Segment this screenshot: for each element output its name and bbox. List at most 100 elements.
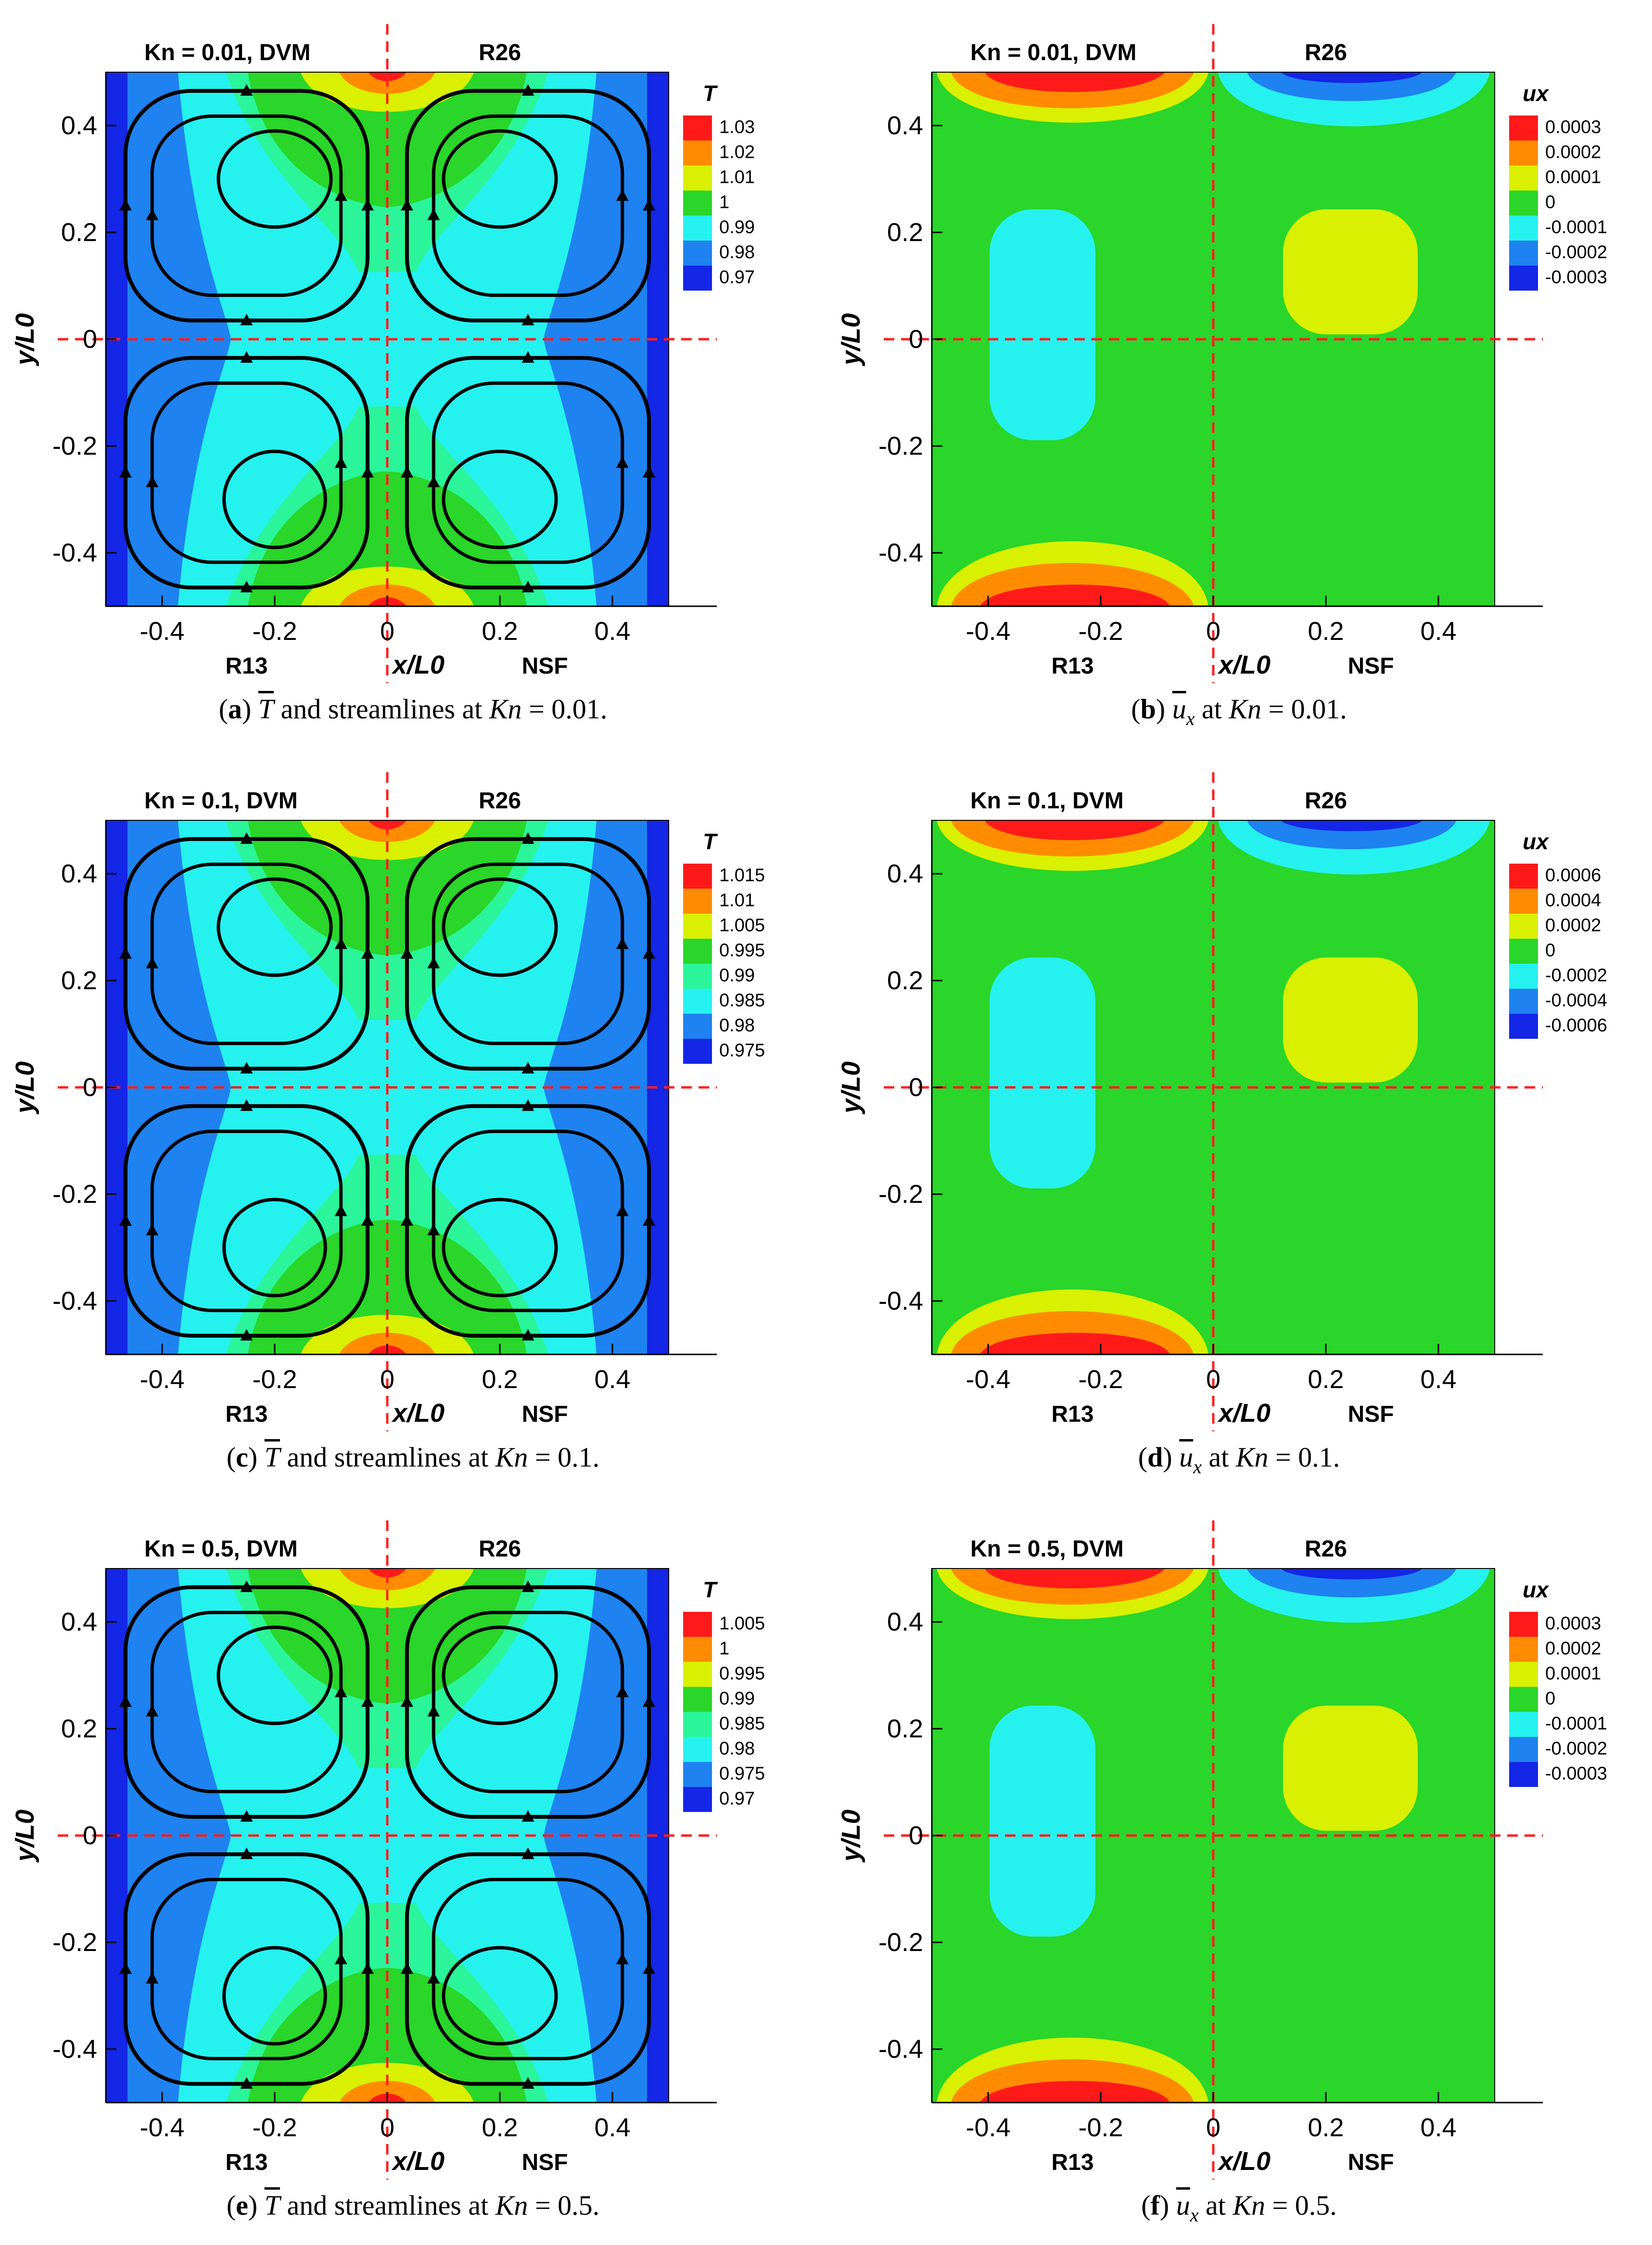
- panel-caption: (d) ux at Kn = 0.1.: [826, 1441, 1652, 1478]
- streamline-arrow-icon: [521, 832, 534, 844]
- legend-swatch: [1509, 964, 1538, 989]
- caption-kn: Kn: [1233, 2190, 1266, 2221]
- contour-deepblue-topright: [1281, 1569, 1423, 1580]
- legend-swatch: [683, 1612, 712, 1637]
- legend-swatch: [1509, 216, 1538, 241]
- y-tick-label: -0.2: [878, 1928, 923, 1957]
- legend-swatch: [1509, 914, 1538, 939]
- panel-f-velocity-kn05: -0.4 -0.2 0 0.2 0.4 0.4 0.2 0 -0.2 -0.4 Kn = 0.5, …: [826, 1496, 1652, 2245]
- legend-title: ux: [1523, 829, 1550, 854]
- x-tick-label: -0.4: [966, 617, 1010, 646]
- y-tick-label: -0.2: [52, 1180, 97, 1209]
- y-axis-title: y/L0: [837, 1810, 865, 1863]
- legend-label: -0.0002: [1545, 1738, 1607, 1759]
- label-r13: R13: [225, 653, 267, 679]
- legend-label: 0.985: [719, 1713, 765, 1734]
- y-tick-label: -0.4: [52, 538, 97, 567]
- legend-label: 0.975: [719, 1763, 765, 1784]
- streamline-arrow-icon: [240, 832, 253, 844]
- streamline-arrow-icon: [643, 466, 656, 478]
- x-tick-label: 0: [1206, 2113, 1220, 2142]
- panel-caption: (f) ux at Kn = 0.5.: [826, 2189, 1652, 2226]
- label-nsf: NSF: [522, 653, 568, 679]
- legend-title: ux: [1523, 1577, 1550, 1602]
- x-tick-label: 0: [380, 617, 394, 646]
- streamline-arrow-icon: [616, 1685, 629, 1697]
- y-axis-title: y/L0: [11, 1061, 39, 1115]
- streamline-arrow-icon: [643, 947, 656, 959]
- contour-orange-bottom: [339, 585, 435, 606]
- legend-label: 0.98: [719, 1738, 755, 1759]
- legend-label: 0.0002: [1545, 1638, 1601, 1658]
- streamline-arrow-icon: [119, 466, 132, 478]
- y-tick-label: -0.2: [52, 432, 97, 460]
- streamline-middle-loop: [432, 381, 624, 564]
- legend-swatch: [683, 140, 712, 166]
- caption-kn: Kn: [489, 693, 522, 725]
- streamline-inner-loop: [442, 449, 558, 549]
- caption-variable: T: [264, 2190, 280, 2221]
- x-tick-label: 0.2: [482, 2113, 518, 2142]
- caption-value: = 0.5.: [1265, 2190, 1337, 2221]
- streamline-arrow-icon: [521, 1329, 534, 1341]
- streamline-arrow-icon: [361, 1214, 374, 1226]
- y-tick-label: 0.4: [61, 111, 97, 140]
- streamline-middle-loop: [150, 1877, 343, 2061]
- x-tick-label: 0.4: [594, 617, 630, 646]
- legend-label: 0.0002: [1545, 142, 1601, 162]
- label-r26: R26: [1305, 40, 1347, 65]
- panel-b-velocity-kn001: -0.4 -0.2 0 0.2 0.4 0.4 0.2 0 -0.2 -0.4 Kn = 0.01,…: [826, 0, 1652, 748]
- streamline-arrow-icon: [521, 1847, 534, 1859]
- y-tick-label: 0.4: [887, 1607, 923, 1636]
- corner-title: Kn = 0.1, DVM: [970, 788, 1124, 814]
- contour-red-topleft: [985, 820, 1165, 841]
- streamline-arrow-icon: [616, 1952, 629, 1964]
- label-nsf: NSF: [1348, 1402, 1394, 1427]
- streamline-inner-loop: [442, 877, 558, 977]
- legend-swatch: [1509, 266, 1538, 291]
- streamline-arrow-icon: [427, 208, 440, 220]
- caption-text: at: [1201, 1441, 1236, 1473]
- x-tick-label: 0: [380, 1365, 394, 1394]
- streamline-arrow-icon: [521, 1099, 534, 1111]
- streamline-inner-loop: [222, 1198, 327, 1298]
- caption-variable: u: [1172, 693, 1186, 725]
- x-tick-label: 0: [1206, 617, 1220, 646]
- y-axis-title: y/L0: [837, 313, 865, 367]
- legend-swatch: [683, 864, 712, 889]
- legend-label: 0.0002: [1545, 915, 1601, 935]
- streamline-arrow-icon: [240, 1847, 253, 1859]
- streamline-arrow-icon: [427, 1224, 440, 1236]
- y-tick-label: -0.4: [52, 2035, 97, 2064]
- contour-red-bottomleft: [980, 585, 1170, 606]
- legend-label: 0.99: [719, 1688, 755, 1709]
- streamline-inner-loop: [442, 1946, 558, 2046]
- legend-title: T: [703, 1577, 718, 1602]
- legend-label: -0.0006: [1545, 1015, 1607, 1035]
- streamline-arrow-icon: [400, 1962, 413, 1974]
- streamline-arrow-icon: [240, 2077, 253, 2089]
- legend-label: 0.97: [719, 267, 755, 287]
- y-tick-label: 0: [83, 1821, 97, 1850]
- contour-green-top: [248, 72, 527, 207]
- streamline-arrow-icon: [119, 1962, 132, 1974]
- x-tick-label: 0: [380, 2113, 394, 2142]
- streamline-arrow-icon: [521, 1580, 534, 1592]
- legend-swatch: [683, 1662, 712, 1687]
- x-tick-label: -0.2: [252, 617, 297, 646]
- legend-label: 0.97: [719, 1788, 755, 1809]
- figure-svg: -0.4 -0.2 0 0.2 0.4 0.4 0.2 0 -0.2 -0.4 Kn = 0.1, …: [837, 772, 1607, 1431]
- streamline-middle-loop: [150, 381, 343, 564]
- streamline-arrow-icon: [400, 466, 413, 478]
- legend-swatch: [683, 166, 712, 191]
- streamline-arrow-icon: [643, 1214, 656, 1226]
- caption-letter: (c): [226, 1441, 265, 1473]
- contour-yellow-midright: [1283, 1706, 1418, 1831]
- legend-swatch: [1509, 1014, 1538, 1039]
- caption-subscript: x: [1190, 2204, 1199, 2226]
- label-nsf: NSF: [1348, 2150, 1394, 2175]
- legend-label: 0.0003: [1545, 117, 1601, 137]
- corner-title: Kn = 0.01, DVM: [970, 40, 1136, 65]
- y-tick-label: 0.2: [61, 1714, 97, 1743]
- streamline-arrow-icon: [400, 1695, 413, 1707]
